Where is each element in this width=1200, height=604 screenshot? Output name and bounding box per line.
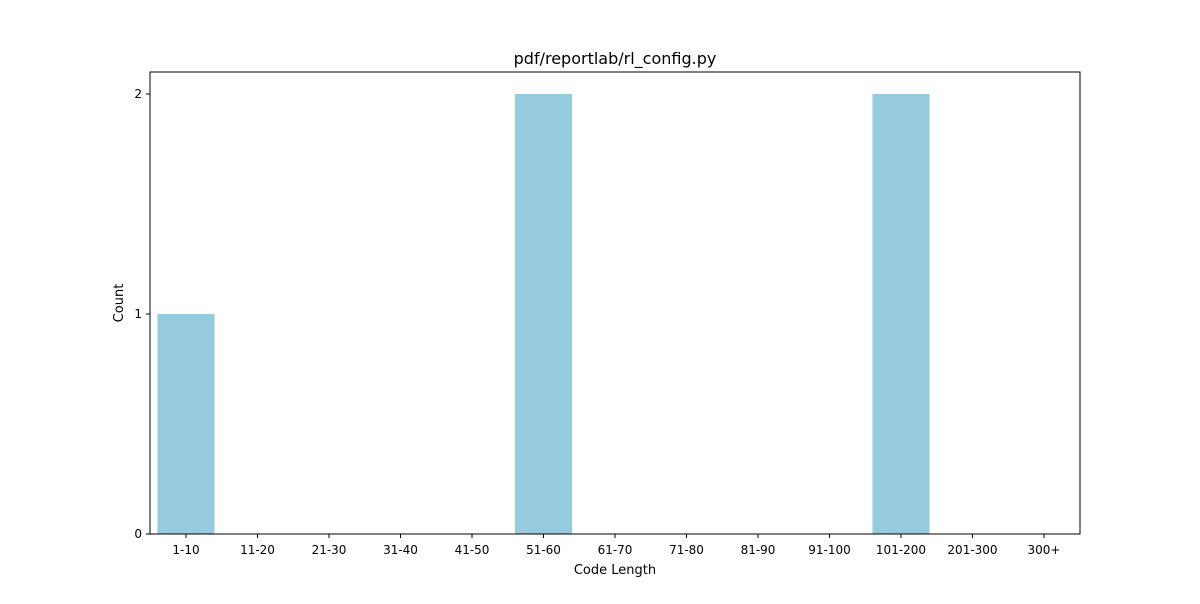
- x-tick-label: 1-10: [172, 543, 199, 557]
- x-tick-label: 300+: [1028, 543, 1061, 557]
- x-tick-label: 51-60: [526, 543, 561, 557]
- y-tick-label: 2: [134, 87, 142, 101]
- bar-51-60: [515, 94, 572, 534]
- chart-title: pdf/reportlab/rl_config.py: [514, 49, 717, 69]
- y-tick-label: 0: [134, 527, 142, 541]
- x-tick-label: 101-200: [876, 543, 926, 557]
- x-tick-label: 11-20: [240, 543, 275, 557]
- bar-101-200: [872, 94, 930, 534]
- x-tick-label: 61-70: [598, 543, 633, 557]
- x-tick-label: 41-50: [455, 543, 490, 557]
- x-axis-label: Code Length: [574, 563, 656, 578]
- x-tick-label: 81-90: [741, 543, 776, 557]
- bars-layer: [157, 94, 930, 534]
- x-tick-label: 21-30: [312, 543, 347, 557]
- x-tick-label: 91-100: [808, 543, 851, 557]
- x-axis-ticks: 1-10 11-20 21-30 31-40 41-50 51-60 61-70 71-80 8…: [172, 534, 1060, 557]
- y-axis-ticks: 0 1 2: [134, 87, 150, 541]
- y-axis-label: Count: [112, 284, 127, 323]
- plot-frame: [149, 71, 1081, 535]
- x-tick-label: 201-300: [947, 543, 997, 557]
- y-tick-label: 1: [134, 307, 142, 321]
- x-tick-label: 31-40: [383, 543, 418, 557]
- x-tick-label: 71-80: [669, 543, 704, 557]
- bar-1-10: [157, 314, 215, 534]
